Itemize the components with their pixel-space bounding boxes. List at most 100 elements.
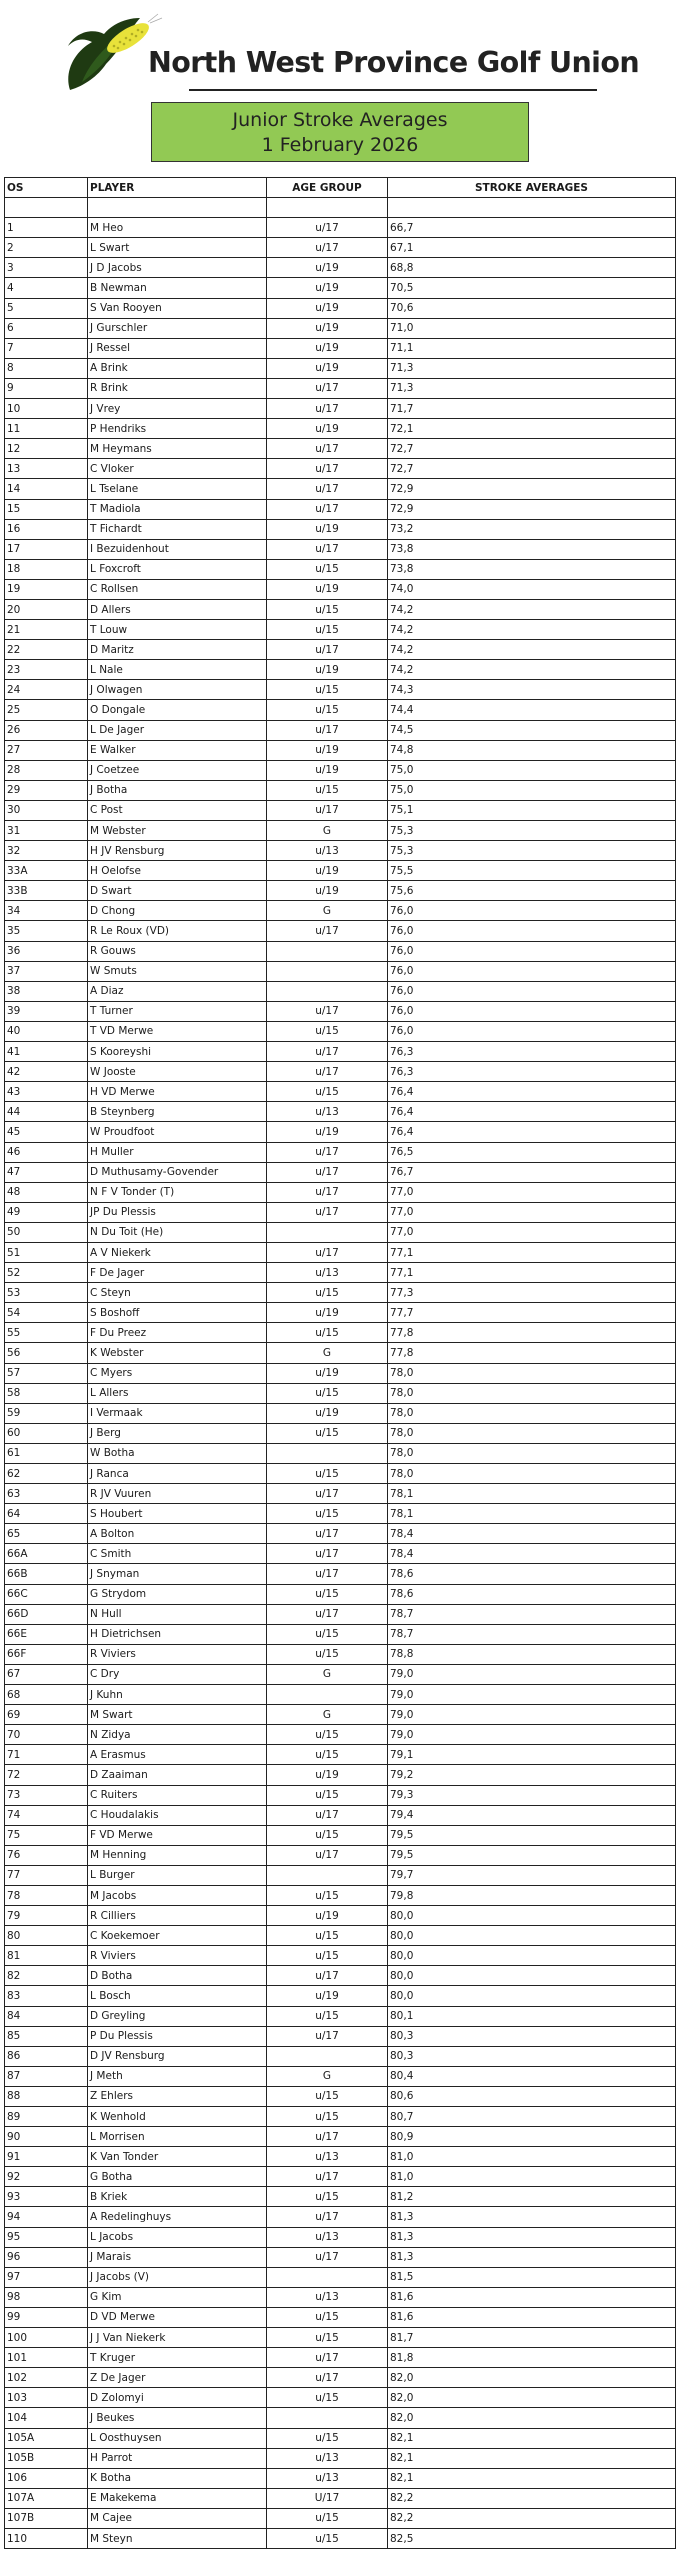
age-group-cell bbox=[266, 2266, 388, 2288]
stroke-average-cell: 71,1 bbox=[387, 337, 676, 359]
age-group-cell bbox=[266, 1864, 388, 1886]
stroke-average-cell: 74,2 bbox=[387, 639, 676, 661]
stroke-average-cell: 81,0 bbox=[387, 2146, 676, 2168]
age-group-cell: u/15 bbox=[266, 699, 388, 721]
player-cell: J Berg bbox=[87, 1422, 267, 1444]
stroke-average-cell: 74,2 bbox=[387, 619, 676, 641]
player-cell: A Bolton bbox=[87, 1523, 267, 1545]
table-row: 86 D JV Rensburg 80,3 bbox=[4, 2045, 676, 2067]
os-cell: 51 bbox=[4, 1241, 88, 1264]
age-group-cell: u/13 bbox=[266, 2467, 388, 2489]
stroke-average-cell: 79,5 bbox=[387, 1844, 676, 1866]
stroke-average-cell: 80,9 bbox=[387, 2126, 676, 2148]
stroke-average-cell: 80,3 bbox=[387, 2045, 676, 2067]
player-cell: M Heo bbox=[87, 217, 267, 239]
os-cell: 43 bbox=[4, 1081, 88, 1103]
stroke-average-cell: 78,0 bbox=[387, 1402, 676, 1424]
os-cell: 19 bbox=[4, 578, 88, 600]
table-row: 90 L Morrisen u/17 80,9 bbox=[4, 2126, 676, 2148]
table-row: 28 J Coetzee u/19 75,0 bbox=[4, 759, 676, 781]
stroke-average-cell: 79,3 bbox=[387, 1784, 676, 1806]
player-cell: L Morrisen bbox=[87, 2126, 267, 2148]
os-cell: 9 bbox=[4, 377, 88, 400]
stroke-average-cell: 77,0 bbox=[387, 1221, 676, 1243]
player-cell: T Fichardt bbox=[87, 518, 267, 540]
player-cell: R Viviers bbox=[87, 1643, 267, 1665]
age-group-cell: u/13 bbox=[266, 840, 388, 862]
stroke-average-cell: 81,3 bbox=[387, 2206, 676, 2228]
table-row: 66C G Strydom u/15 78,6 bbox=[4, 1583, 676, 1605]
player-cell: A Brink bbox=[87, 357, 267, 379]
age-group-cell: G bbox=[266, 1342, 388, 1364]
table-row: 38 A Diaz 76,0 bbox=[4, 980, 676, 1002]
stroke-average-cell: 72,9 bbox=[387, 498, 676, 520]
os-cell: 55 bbox=[4, 1322, 88, 1344]
age-group-cell: u/13 bbox=[266, 2286, 388, 2308]
table-row: 52 F De Jager u/13 77,1 bbox=[4, 1262, 676, 1284]
age-group-cell: u/13 bbox=[266, 2146, 388, 2168]
player-cell: T Kruger bbox=[87, 2347, 267, 2369]
table-row: 34 D Chong G 76,0 bbox=[4, 900, 676, 922]
age-group-cell: u/19 bbox=[266, 1121, 388, 1143]
os-cell: 53 bbox=[4, 1282, 88, 1304]
age-group-cell: u/19 bbox=[266, 578, 388, 600]
stroke-average-cell: 66,7 bbox=[387, 217, 676, 239]
age-group-cell: u/15 bbox=[266, 2105, 388, 2128]
os-cell: 75 bbox=[4, 1824, 88, 1846]
os-cell: 41 bbox=[4, 1041, 88, 1063]
player-cell: M Webster bbox=[87, 819, 267, 842]
stroke-average-cell: 76,4 bbox=[387, 1081, 676, 1103]
stroke-average-cell: 78,0 bbox=[387, 1362, 676, 1384]
player-cell: F De Jager bbox=[87, 1262, 267, 1284]
age-group-cell: u/17 bbox=[266, 438, 388, 460]
player-cell: R Gouws bbox=[87, 940, 267, 962]
age-group-cell: G bbox=[266, 1704, 388, 1726]
os-cell: 79 bbox=[4, 1905, 88, 1927]
table-row: 84 D Greyling u/15 80,1 bbox=[4, 2005, 676, 2027]
table-row: 106 K Botha u/13 82,1 bbox=[4, 2467, 676, 2489]
table-row: 77 L Burger 79,7 bbox=[4, 1864, 676, 1886]
age-group-cell: u/19 bbox=[266, 257, 388, 279]
table-row: 104 J Beukes 82,0 bbox=[4, 2407, 676, 2429]
age-group-cell bbox=[266, 2407, 388, 2429]
age-group-cell: u/15 bbox=[266, 1784, 388, 1806]
table-row: 97 J Jacobs (V) 81,5 bbox=[4, 2266, 676, 2288]
player-cell: I Vermaak bbox=[87, 1402, 267, 1424]
stroke-average-cell: 74,8 bbox=[387, 739, 676, 761]
os-cell: 31 bbox=[4, 819, 88, 842]
stroke-average-cell: 80,7 bbox=[387, 2105, 676, 2128]
table-row: 18 L Foxcroft u/15 73,8 bbox=[4, 558, 676, 580]
stroke-average-cell: 76,0 bbox=[387, 920, 676, 942]
age-group-cell: u/17 bbox=[266, 377, 388, 400]
age-group-cell: u/19 bbox=[266, 759, 388, 781]
age-group-cell: u/15 bbox=[266, 1623, 388, 1645]
player-cell: J Meth bbox=[87, 2065, 267, 2087]
age-group-cell: u/15 bbox=[266, 1020, 388, 1043]
table-row: 105A L Oosthuysen u/15 82,1 bbox=[4, 2427, 676, 2449]
os-cell: 97 bbox=[4, 2266, 88, 2288]
os-cell: 22 bbox=[4, 639, 88, 661]
stroke-average-cell: 77,0 bbox=[387, 1201, 676, 1223]
player-cell: C Rollsen bbox=[87, 578, 267, 600]
os-cell: 52 bbox=[4, 1262, 88, 1284]
stroke-average-cell: 79,8 bbox=[387, 1884, 676, 1907]
stroke-average-cell: 76,0 bbox=[387, 940, 676, 962]
title-underline bbox=[189, 89, 597, 91]
stroke-average-cell: 82,1 bbox=[387, 2427, 676, 2449]
age-group-cell: u/19 bbox=[266, 317, 388, 339]
os-cell: 104 bbox=[4, 2407, 88, 2429]
table-row: 102 Z De Jager u/17 82,0 bbox=[4, 2367, 676, 2389]
age-group-cell bbox=[266, 960, 388, 982]
os-cell: 48 bbox=[4, 1181, 88, 1203]
table-row: 44 B Steynberg u/13 76,4 bbox=[4, 1101, 676, 1123]
table-row: 41 S Kooreyshi u/17 76,3 bbox=[4, 1041, 676, 1063]
os-cell: 83 bbox=[4, 1985, 88, 2007]
table-row: 21 T Louw u/15 74,2 bbox=[4, 619, 676, 641]
stroke-average-cell: 79,0 bbox=[387, 1663, 676, 1686]
player-cell: S Houbert bbox=[87, 1503, 267, 1525]
stroke-average-cell: 81,3 bbox=[387, 2226, 676, 2248]
stroke-average-cell: 82,0 bbox=[387, 2387, 676, 2409]
